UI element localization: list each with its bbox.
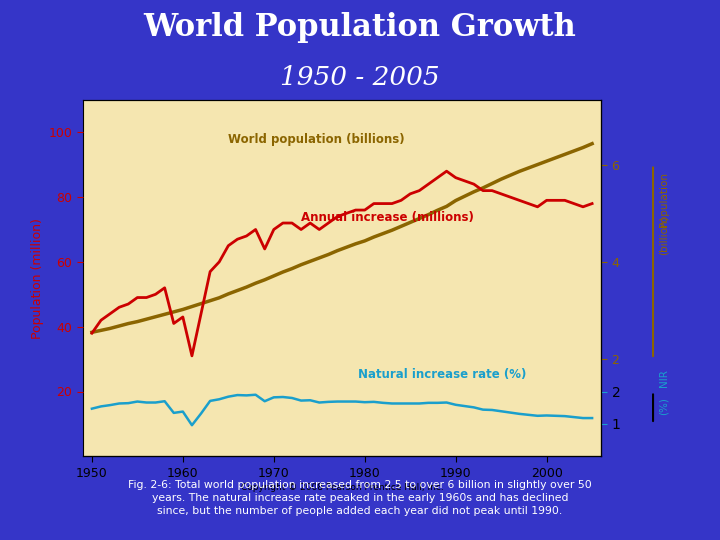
Text: Annual increase (millions): Annual increase (millions) (300, 211, 474, 224)
Text: Fig. 2-6: Total world population increased from 2.5 to over 6 billion in slightl: Fig. 2-6: Total world population increas… (128, 480, 592, 516)
Text: 1950 - 2005: 1950 - 2005 (280, 65, 440, 90)
Text: Copyright © 2008 Pearson Prentice Hall, Inc.: Copyright © 2008 Pearson Prentice Hall, … (240, 483, 444, 492)
Text: (billion): (billion) (659, 215, 669, 255)
Y-axis label: Population (million): Population (million) (32, 218, 45, 339)
Text: (%): (%) (659, 397, 669, 415)
Text: Natural increase rate (%): Natural increase rate (%) (358, 368, 526, 381)
Text: Population: Population (659, 172, 669, 227)
Text: World population (billions): World population (billions) (228, 133, 405, 146)
Text: NIR: NIR (659, 369, 669, 387)
Text: World Population Growth: World Population Growth (143, 12, 577, 44)
